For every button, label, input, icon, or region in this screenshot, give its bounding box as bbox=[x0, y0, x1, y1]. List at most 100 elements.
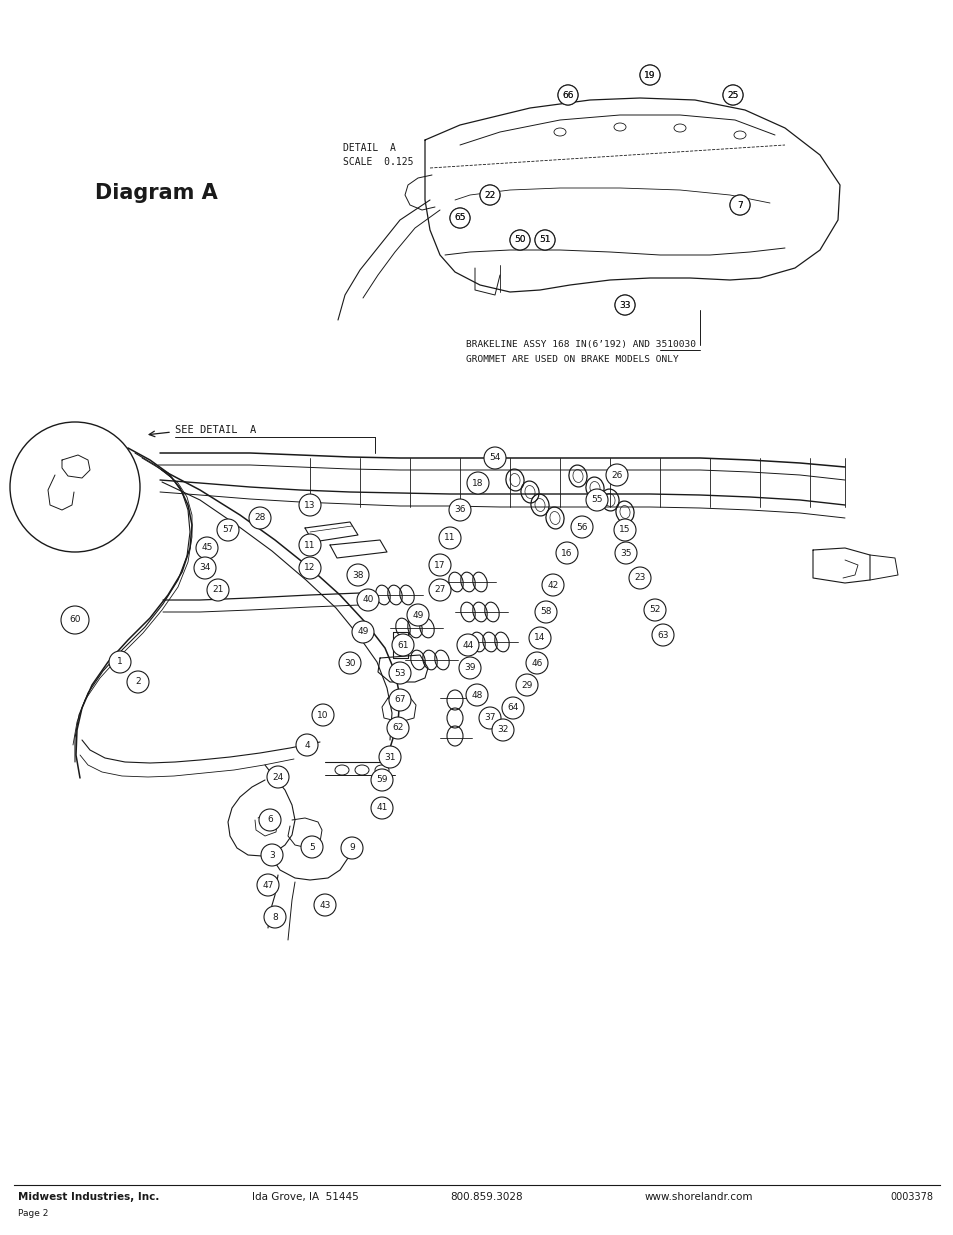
Text: 17: 17 bbox=[434, 561, 445, 569]
Circle shape bbox=[258, 809, 281, 831]
Text: 7: 7 bbox=[737, 200, 742, 210]
Circle shape bbox=[295, 734, 317, 756]
Text: 25: 25 bbox=[726, 90, 738, 100]
Circle shape bbox=[347, 564, 369, 585]
Circle shape bbox=[478, 706, 500, 729]
Text: 800.859.3028: 800.859.3028 bbox=[450, 1192, 523, 1202]
Circle shape bbox=[127, 671, 149, 693]
Text: SEE DETAIL  A: SEE DETAIL A bbox=[174, 425, 256, 435]
Text: 37: 37 bbox=[484, 714, 496, 722]
Text: 4: 4 bbox=[304, 741, 310, 750]
Text: 48: 48 bbox=[471, 690, 482, 699]
Circle shape bbox=[389, 662, 411, 684]
Text: BRAKELINE ASSY 168 IN(6’192) AND 3510030: BRAKELINE ASSY 168 IN(6’192) AND 3510030 bbox=[465, 341, 696, 350]
Text: 53: 53 bbox=[394, 668, 405, 678]
Circle shape bbox=[207, 579, 229, 601]
Circle shape bbox=[456, 634, 478, 656]
Circle shape bbox=[525, 652, 547, 674]
Text: www.shorelandr.com: www.shorelandr.com bbox=[644, 1192, 753, 1202]
Text: 24: 24 bbox=[273, 773, 283, 782]
Text: 58: 58 bbox=[539, 608, 551, 616]
Circle shape bbox=[429, 555, 451, 576]
Circle shape bbox=[639, 65, 659, 85]
Text: GROMMET ARE USED ON BRAKE MODELS ONLY: GROMMET ARE USED ON BRAKE MODELS ONLY bbox=[465, 356, 678, 364]
Text: 46: 46 bbox=[531, 658, 542, 667]
Circle shape bbox=[722, 85, 742, 105]
Circle shape bbox=[651, 624, 673, 646]
Text: 30: 30 bbox=[344, 658, 355, 667]
Text: 66: 66 bbox=[561, 90, 573, 100]
Text: 51: 51 bbox=[538, 236, 550, 245]
Circle shape bbox=[267, 766, 289, 788]
Circle shape bbox=[510, 230, 530, 249]
Circle shape bbox=[615, 542, 637, 564]
Circle shape bbox=[479, 185, 499, 205]
Text: 11: 11 bbox=[444, 534, 456, 542]
Text: 55: 55 bbox=[591, 495, 602, 505]
Text: Diagram A: Diagram A bbox=[95, 183, 217, 203]
Circle shape bbox=[352, 621, 374, 643]
Text: 16: 16 bbox=[560, 548, 572, 557]
Circle shape bbox=[628, 567, 650, 589]
Text: DETAIL  A
SCALE  0.125: DETAIL A SCALE 0.125 bbox=[343, 143, 413, 167]
Text: 23: 23 bbox=[634, 573, 645, 583]
Text: 5: 5 bbox=[309, 842, 314, 851]
Text: 13: 13 bbox=[304, 500, 315, 510]
Circle shape bbox=[392, 634, 414, 656]
Circle shape bbox=[605, 464, 627, 487]
Circle shape bbox=[193, 557, 215, 579]
Circle shape bbox=[501, 697, 523, 719]
Circle shape bbox=[61, 606, 89, 634]
Text: 22: 22 bbox=[484, 190, 496, 200]
Circle shape bbox=[371, 797, 393, 819]
Circle shape bbox=[301, 836, 323, 858]
Circle shape bbox=[483, 447, 505, 469]
Text: 67: 67 bbox=[394, 695, 405, 704]
Circle shape bbox=[614, 519, 636, 541]
Text: 3: 3 bbox=[269, 851, 274, 860]
Circle shape bbox=[449, 499, 471, 521]
Circle shape bbox=[729, 195, 749, 215]
Text: 39: 39 bbox=[464, 663, 476, 673]
Circle shape bbox=[615, 295, 635, 315]
Circle shape bbox=[371, 769, 393, 790]
Text: 61: 61 bbox=[396, 641, 408, 650]
Circle shape bbox=[558, 85, 578, 105]
Text: 59: 59 bbox=[375, 776, 387, 784]
Text: 45: 45 bbox=[201, 543, 213, 552]
Circle shape bbox=[249, 508, 271, 529]
Text: 19: 19 bbox=[643, 70, 655, 79]
Circle shape bbox=[378, 746, 400, 768]
Text: 21: 21 bbox=[213, 585, 223, 594]
Text: 29: 29 bbox=[520, 680, 532, 689]
Text: 49: 49 bbox=[412, 610, 423, 620]
Text: 36: 36 bbox=[454, 505, 465, 515]
Text: 35: 35 bbox=[619, 548, 631, 557]
Text: Ida Grove, IA  51445: Ida Grove, IA 51445 bbox=[252, 1192, 358, 1202]
Text: Midwest Industries, Inc.: Midwest Industries, Inc. bbox=[18, 1192, 159, 1202]
Circle shape bbox=[298, 557, 320, 579]
Text: 40: 40 bbox=[362, 595, 374, 604]
Text: 31: 31 bbox=[384, 752, 395, 762]
Text: 11: 11 bbox=[304, 541, 315, 550]
Circle shape bbox=[314, 894, 335, 916]
Circle shape bbox=[429, 579, 451, 601]
Circle shape bbox=[571, 516, 593, 538]
Text: 9: 9 bbox=[349, 844, 355, 852]
Text: 60: 60 bbox=[70, 615, 81, 625]
Text: 65: 65 bbox=[454, 214, 465, 222]
Circle shape bbox=[450, 207, 470, 228]
Text: 25: 25 bbox=[726, 90, 738, 100]
Text: 44: 44 bbox=[462, 641, 473, 650]
Circle shape bbox=[729, 195, 749, 215]
Circle shape bbox=[585, 489, 607, 511]
Circle shape bbox=[541, 574, 563, 597]
Text: 2: 2 bbox=[135, 678, 141, 687]
Text: 0003378: 0003378 bbox=[889, 1192, 933, 1202]
Text: 62: 62 bbox=[392, 724, 403, 732]
Circle shape bbox=[529, 627, 551, 650]
Text: 66: 66 bbox=[561, 90, 573, 100]
Circle shape bbox=[643, 599, 665, 621]
Text: 32: 32 bbox=[497, 725, 508, 735]
Text: 34: 34 bbox=[199, 563, 211, 573]
